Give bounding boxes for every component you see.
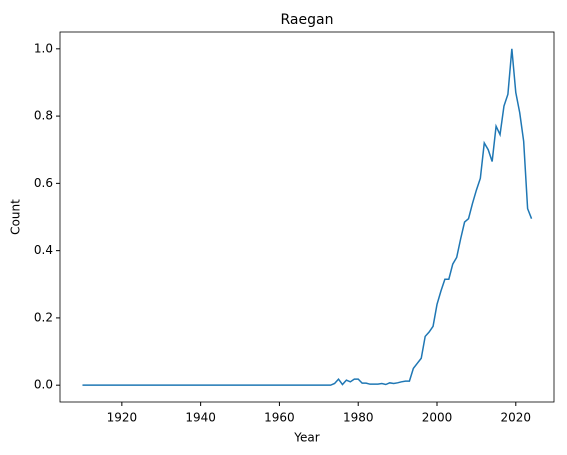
y-axis-label: Count bbox=[9, 199, 23, 235]
chart-title: Raegan bbox=[281, 12, 334, 28]
x-tick-label: 1940 bbox=[185, 411, 216, 425]
y-tick-label: 1.0 bbox=[34, 41, 53, 55]
x-axis-label: Year bbox=[293, 431, 319, 445]
y-tick-label: 0.2 bbox=[34, 310, 53, 324]
y-tick-label: 0.8 bbox=[34, 109, 53, 123]
y-tick-label: 0.0 bbox=[34, 378, 53, 392]
x-tick-label: 1980 bbox=[343, 411, 374, 425]
x-tick-label: 1960 bbox=[264, 411, 295, 425]
y-tick-label: 0.6 bbox=[34, 176, 53, 190]
x-tick-label: 2020 bbox=[501, 411, 532, 425]
x-tick-label: 2000 bbox=[422, 411, 453, 425]
line bbox=[82, 48, 533, 386]
y-tick-label: 0.4 bbox=[34, 243, 53, 257]
axes-frame bbox=[59, 31, 555, 403]
x-tick-label: 1920 bbox=[107, 411, 138, 425]
